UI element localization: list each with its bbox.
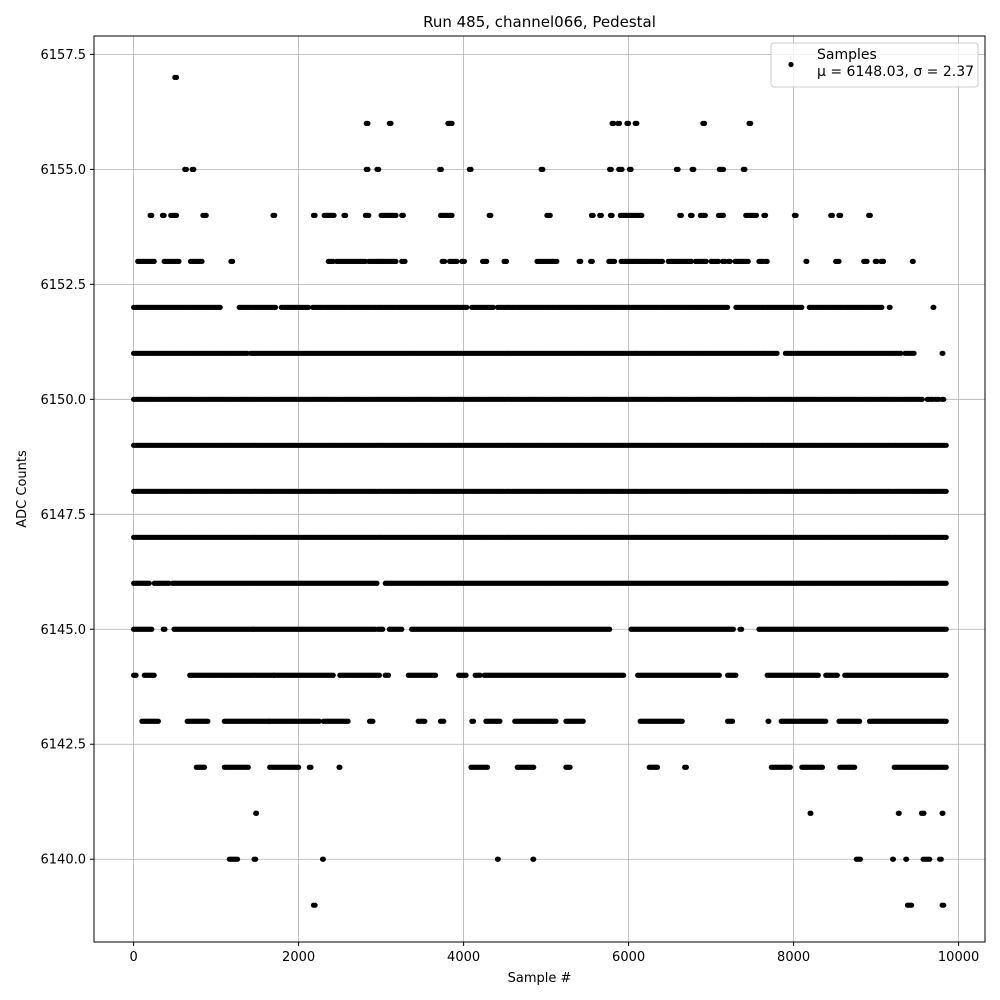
data-point xyxy=(370,718,376,724)
data-point xyxy=(938,856,944,862)
data-point xyxy=(834,672,840,678)
data-point xyxy=(463,672,469,678)
data-point xyxy=(766,718,772,724)
data-point xyxy=(739,626,745,632)
data-point xyxy=(380,626,386,632)
data-point xyxy=(857,856,864,862)
data-point xyxy=(823,718,829,724)
data-point xyxy=(217,304,223,310)
data-point xyxy=(683,764,689,770)
data-point xyxy=(621,672,627,678)
data-point xyxy=(146,580,152,586)
data-point xyxy=(385,672,392,678)
data-point xyxy=(943,718,949,724)
data-point xyxy=(490,304,496,310)
data-point xyxy=(308,764,314,770)
data-point xyxy=(774,350,780,356)
data-point xyxy=(943,764,949,770)
data-point xyxy=(484,764,491,770)
data-point xyxy=(943,672,949,678)
data-point xyxy=(943,442,949,448)
data-point xyxy=(376,672,383,678)
data-point xyxy=(320,856,326,862)
data-point xyxy=(941,902,947,908)
data-point xyxy=(422,718,428,724)
data-point xyxy=(477,672,483,678)
data-point xyxy=(330,672,336,678)
data-point xyxy=(399,626,405,632)
data-point xyxy=(896,810,902,816)
data-point xyxy=(911,350,917,356)
data-point xyxy=(729,718,736,724)
data-point xyxy=(716,672,722,678)
data-point xyxy=(531,764,537,770)
data-point xyxy=(234,856,241,862)
data-point xyxy=(943,534,949,540)
data-point xyxy=(253,856,259,862)
data-point xyxy=(201,764,208,770)
data-point xyxy=(898,350,904,356)
data-point xyxy=(553,718,559,724)
data-point xyxy=(852,764,858,770)
data-point xyxy=(305,304,312,310)
data-point xyxy=(497,718,503,724)
data-point xyxy=(464,304,470,310)
data-point xyxy=(316,718,322,724)
data-point xyxy=(149,626,155,632)
data-point xyxy=(943,626,949,632)
data-point xyxy=(943,580,949,586)
data-point xyxy=(819,764,826,770)
data-point xyxy=(943,488,949,494)
data-point xyxy=(730,626,736,632)
data-point xyxy=(815,672,821,678)
data-point xyxy=(921,810,927,816)
data-point xyxy=(919,396,925,402)
data-point xyxy=(940,810,946,816)
data-point xyxy=(253,810,260,816)
data-point xyxy=(787,764,793,770)
data-point xyxy=(205,718,211,724)
data-point xyxy=(927,856,933,862)
data-point xyxy=(904,856,910,862)
data-point xyxy=(133,672,139,678)
data-point xyxy=(374,580,380,586)
data-point xyxy=(245,764,251,770)
data-point xyxy=(345,718,351,724)
data-point xyxy=(272,304,279,310)
data-point xyxy=(808,810,814,816)
data-point xyxy=(567,764,573,770)
data-point xyxy=(151,672,157,678)
data-point xyxy=(941,396,947,402)
data-point xyxy=(441,718,447,724)
data-point xyxy=(162,626,168,632)
data-point xyxy=(940,350,946,356)
data-point xyxy=(857,718,863,724)
data-point xyxy=(580,718,586,724)
data-points xyxy=(131,74,949,908)
data-point xyxy=(679,718,685,724)
data-point xyxy=(890,856,897,862)
data-point xyxy=(470,718,477,724)
data-point xyxy=(296,764,302,770)
data-point xyxy=(531,856,537,862)
data-point xyxy=(908,902,915,908)
data-point xyxy=(432,672,439,678)
data-point xyxy=(495,856,501,862)
data-point xyxy=(733,672,739,678)
data-point xyxy=(155,718,161,724)
data-point xyxy=(337,764,343,770)
data-point xyxy=(654,764,661,770)
data-point xyxy=(312,902,318,908)
data-point xyxy=(607,626,613,632)
